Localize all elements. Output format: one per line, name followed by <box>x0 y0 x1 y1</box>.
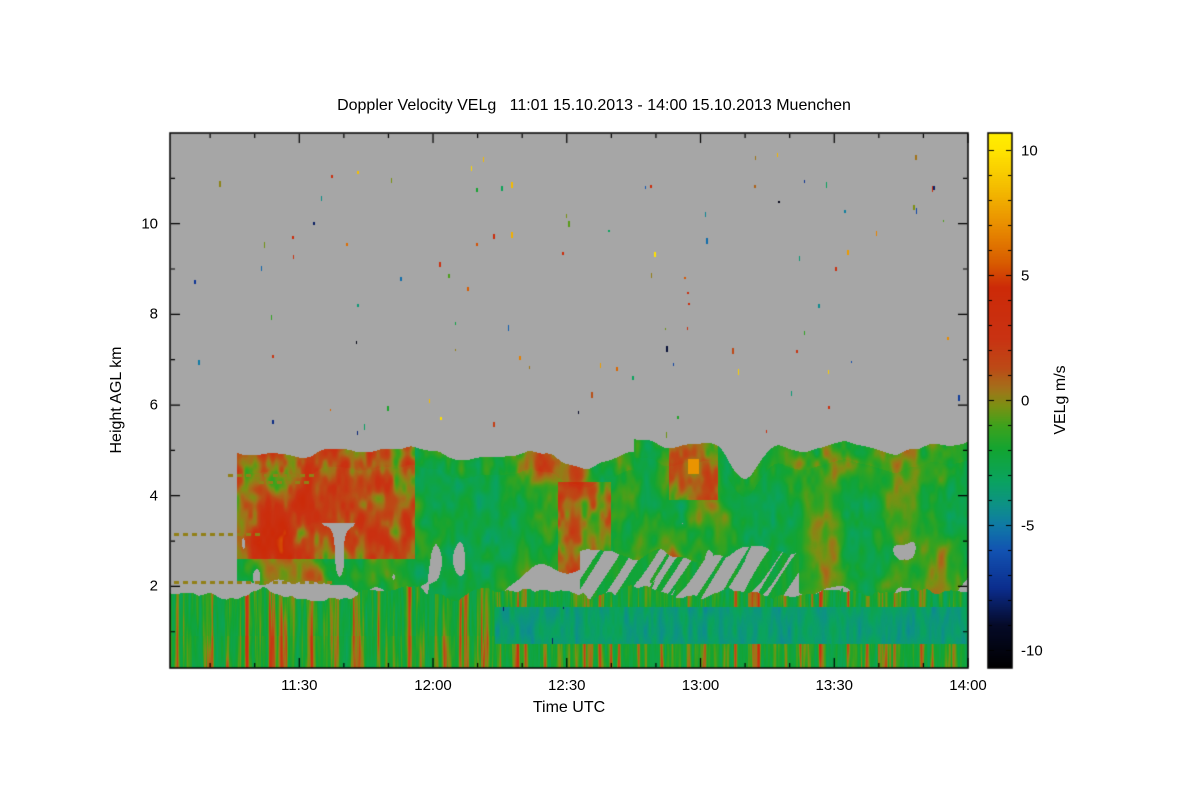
x-tick-label: 13:30 <box>815 677 854 694</box>
x-tick-label: 12:00 <box>414 677 452 694</box>
y-tick-label: 8 <box>149 305 158 323</box>
x-tick-label: 11:30 <box>281 677 318 694</box>
colorbar-tick-label: -10 <box>1021 642 1043 659</box>
x-tick-label: 14:00 <box>949 677 987 694</box>
x-tick-label: 13:00 <box>681 677 720 694</box>
y-tick-label: 6 <box>149 396 158 414</box>
colorbar-tick-label: -5 <box>1021 517 1035 534</box>
y-tick-label: 4 <box>149 487 158 505</box>
chart-title: Doppler Velocity VELg 11:01 15.10.2013 -… <box>337 97 851 114</box>
y-tick-label: 2 <box>149 577 158 595</box>
colorbar-tick-label: 5 <box>1021 267 1030 284</box>
colorbar-label: VELg m/s <box>1052 365 1069 435</box>
x-axis-label: Time UTC <box>532 699 606 716</box>
y-axis-label: Height AGL km <box>108 346 125 454</box>
colorbar-tick-label: 10 <box>1021 142 1038 159</box>
y-tick-label: 10 <box>141 215 158 233</box>
colorbar-tick-label: 0 <box>1021 392 1030 409</box>
x-tick-label: 12:30 <box>547 677 586 694</box>
